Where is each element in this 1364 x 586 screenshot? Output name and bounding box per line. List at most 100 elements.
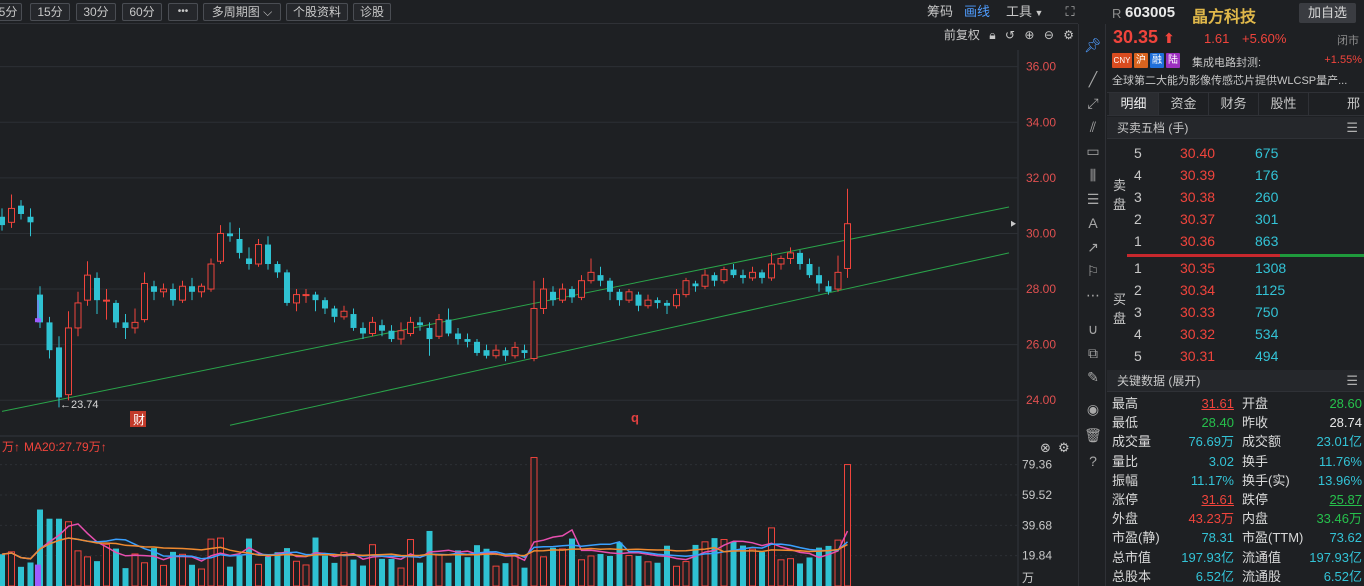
- book-price: 30.36: [1180, 233, 1216, 249]
- volume-bar: [170, 551, 176, 586]
- magnet-icon[interactable]: ∪: [1087, 321, 1099, 337]
- volume-bar: [0, 554, 5, 586]
- candle-body: [360, 327, 366, 334]
- bid-row-3[interactable]: 3 30.33 750: [1107, 301, 1364, 323]
- key-data-label: 总股本: [1112, 568, 1152, 584]
- company-description[interactable]: 全球第二大能为影像传感芯片提供WLCSP量产...: [1112, 75, 1348, 87]
- key-data-value: 25.87: [1329, 492, 1362, 507]
- text-tool-icon[interactable]: A: [1088, 215, 1098, 231]
- draw-line-link[interactable]: 画线: [964, 4, 991, 19]
- volume-bar: [578, 559, 585, 586]
- candle: [255, 239, 262, 267]
- bid-row-5[interactable]: 5 30.31 494: [1107, 345, 1364, 367]
- order-book-header[interactable]: 买卖五档 (手) ☰: [1107, 117, 1364, 139]
- book-divider: [1127, 254, 1364, 257]
- pin-icon[interactable]: 📌︎: [1084, 37, 1102, 53]
- trash-icon[interactable]: 🗑︎: [1084, 427, 1102, 443]
- volume-bar: [445, 562, 452, 586]
- close-pane-icon[interactable]: ⊗: [1040, 440, 1051, 455]
- more-periods-button[interactable]: •••: [168, 3, 198, 21]
- vol-tick-label: 19.84: [1022, 549, 1052, 563]
- volume-bar: [540, 556, 547, 586]
- rect-tool-icon[interactable]: ▭: [1086, 143, 1100, 159]
- eye-icon[interactable]: ◉: [1086, 401, 1100, 417]
- bid-row-4[interactable]: 4 30.32 534: [1107, 323, 1364, 345]
- ask-row-3[interactable]: 3 30.38 260: [1107, 186, 1364, 208]
- candle-body: [179, 285, 186, 301]
- key-data-header[interactable]: 关键数据 (展开) ☰: [1107, 370, 1364, 392]
- add-to-watchlist-button[interactable]: 加自选: [1299, 3, 1356, 23]
- ask-row-5[interactable]: 5 30.40 675: [1107, 142, 1364, 164]
- edit-icon[interactable]: ✎: [1087, 369, 1099, 385]
- volume-bar: [635, 555, 642, 586]
- multi-period-dropdown[interactable]: 多周期图 ⌵: [203, 3, 281, 21]
- candle-body: [369, 321, 376, 335]
- ask-row-2[interactable]: 2 30.37 301: [1107, 208, 1364, 230]
- stock-info-button[interactable]: 个股资料: [286, 3, 348, 21]
- candle: [246, 247, 252, 270]
- period-5min-button[interactable]: 5分: [0, 3, 22, 21]
- key-data-value: 197.93亿: [1181, 549, 1234, 565]
- financial-report-marker-bg: [130, 411, 146, 427]
- adjust-mode-label[interactable]: 前复权: [943, 28, 980, 42]
- copy-icon[interactable]: ⧉: [1088, 345, 1098, 361]
- financial-report-marker[interactable]: 财: [133, 413, 145, 427]
- volume-bar: [426, 530, 433, 586]
- period-60min-button[interactable]: 60分: [122, 3, 162, 21]
- stock-code: 603005: [1125, 4, 1176, 21]
- ask-row-1[interactable]: 1 30.36 863: [1107, 230, 1364, 252]
- volume-bar: [131, 553, 139, 586]
- candle-body: [236, 239, 243, 253]
- tab-finance[interactable]: 财务: [1209, 93, 1259, 115]
- zoom-out-icon[interactable]: ⊖: [1043, 28, 1054, 42]
- candle: [274, 261, 281, 278]
- ray-tool-icon[interactable]: ⤢: [1087, 95, 1099, 111]
- mark-tool-icon[interactable]: ⚐: [1086, 263, 1100, 279]
- chip-distribution-link[interactable]: 筹码: [927, 4, 954, 19]
- sector-name[interactable]: 集成电路封测:: [1192, 57, 1262, 69]
- diagnose-button[interactable]: 诊股: [353, 3, 391, 21]
- tab-more[interactable]: 邢: [1346, 96, 1360, 111]
- tools-dropdown[interactable]: 工具 ▼: [1006, 4, 1044, 19]
- book-level: 3: [1134, 189, 1142, 205]
- undo-icon[interactable]: ↺: [1005, 28, 1016, 42]
- fullscreen-icon[interactable]: ⛶: [1065, 4, 1075, 19]
- menu-icon[interactable]: ☰: [1346, 120, 1358, 135]
- event-marker-q[interactable]: q: [631, 410, 639, 425]
- candle: [122, 314, 129, 340]
- candle: [84, 261, 91, 306]
- key-data-label: 内盘: [1242, 511, 1269, 527]
- stock-name[interactable]: 晶方科技: [1192, 9, 1257, 26]
- pane-settings-icon[interactable]: ⚙: [1058, 440, 1070, 455]
- arrow-tool-icon[interactable]: ↗: [1087, 239, 1099, 255]
- settings-gear-icon[interactable]: ⚙: [1063, 28, 1074, 42]
- candle: [464, 333, 471, 348]
- candle-body: [711, 275, 718, 281]
- help-icon[interactable]: ?: [1089, 453, 1097, 469]
- period-30min-button[interactable]: 30分: [76, 3, 116, 21]
- gann-tool-icon[interactable]: ☰: [1086, 191, 1100, 207]
- zoom-in-icon[interactable]: ⊕: [1024, 28, 1035, 42]
- key-data-row: 量比 3.02 换手 11.76%: [1107, 452, 1364, 471]
- line-tool-icon[interactable]: ╱: [1088, 71, 1098, 87]
- period-15min-button[interactable]: 15分: [30, 3, 70, 21]
- menu-icon[interactable]: ☰: [1346, 373, 1358, 388]
- y-tick-label: 24.00: [1026, 393, 1056, 407]
- tab-funds[interactable]: 资金: [1159, 93, 1209, 115]
- kline-chart-area[interactable]: 前复权 🔒︎ ↺ ⊕ ⊖ ⚙ 36.00 34.00 32.00 30.00 28.00…: [0, 24, 1078, 586]
- fib-tool-icon[interactable]: ⫼: [1089, 167, 1097, 183]
- tab-detail[interactable]: 明细: [1109, 93, 1159, 115]
- tab-character[interactable]: 股性: [1259, 93, 1309, 115]
- more-tools-icon[interactable]: ⋯: [1086, 287, 1100, 303]
- candle-body: [302, 294, 310, 297]
- volume-bar: [550, 547, 556, 586]
- lock-icon[interactable]: 🔒︎: [989, 28, 996, 42]
- ask-row-4[interactable]: 4 30.39 176: [1107, 164, 1364, 186]
- candle-body: [246, 258, 252, 265]
- candle: [94, 272, 100, 315]
- candle-body: [407, 321, 414, 335]
- key-data-label: 量比: [1112, 453, 1139, 469]
- channel-tool-icon[interactable]: ⫽: [1089, 119, 1097, 135]
- bid-row-2[interactable]: 2 30.34 1125: [1107, 279, 1364, 301]
- bid-row-1[interactable]: 1 30.35 1308: [1107, 257, 1364, 279]
